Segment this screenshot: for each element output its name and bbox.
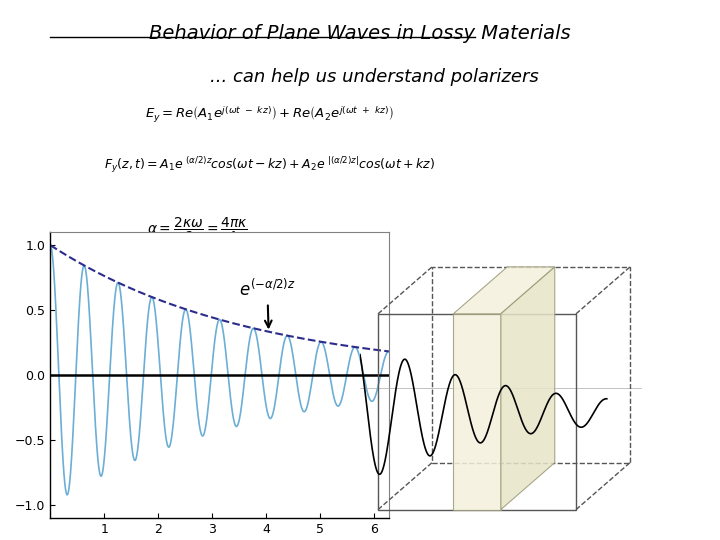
Text: ... can help us understand polarizers: ... can help us understand polarizers [210,68,539,86]
Text: $F_y(z,t) = A_1 e^{\ (\alpha/2)z} cos(\omega t - kz) + A_2 e^{\ |(\alpha/2)z|} c: $F_y(z,t) = A_1 e^{\ (\alpha/2)z} cos(\o… [104,156,435,175]
Text: $e^{(-\alpha/2)z}$: $e^{(-\alpha/2)z}$ [239,279,296,327]
Text: Behavior of Plane Waves in Lossy Materials: Behavior of Plane Waves in Lossy Materia… [149,24,571,43]
Polygon shape [501,267,554,510]
Text: $E_y = Re\left(A_1 e^{j(\omega t\ -\ kz)}\right) + Re\left(A_2 e^{j(\omega t\ +\: $E_y = Re\left(A_1 e^{j(\omega t\ -\ kz)… [145,104,394,124]
Polygon shape [454,314,501,510]
Text: $\alpha = \dfrac{2\kappa\omega}{c} = \dfrac{4\pi\kappa}{\lambda}$: $\alpha = \dfrac{2\kappa\omega}{c} = \df… [147,216,248,245]
Polygon shape [454,267,554,314]
